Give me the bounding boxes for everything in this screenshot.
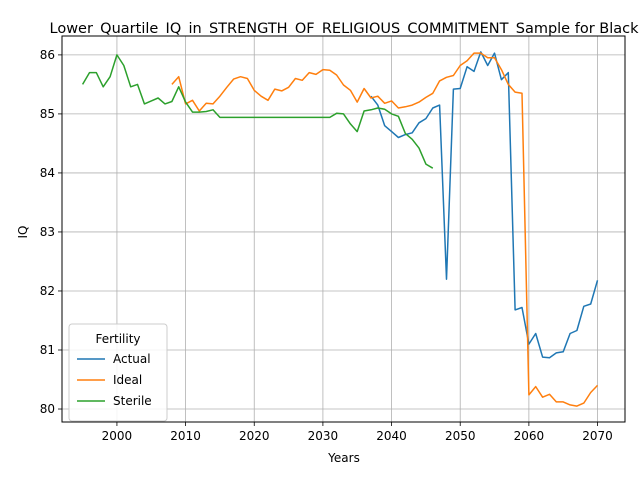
legend-box [68, 323, 168, 422]
legend-title: Fertility [95, 332, 140, 346]
x-tick-label: 2030 [308, 429, 339, 443]
x-tick-label: 2000 [102, 429, 133, 443]
x-tick-label: 2010 [170, 429, 201, 443]
y-axis-label: IQ [16, 226, 30, 239]
series-line-sterile [81, 54, 434, 169]
x-tick-label: 2050 [445, 429, 476, 443]
x-tick-label: 2060 [514, 429, 545, 443]
x-tick-label: 2040 [376, 429, 407, 443]
series-line-actual [370, 51, 599, 359]
series-layer [81, 51, 599, 407]
y-tick-label: 85 [40, 107, 55, 121]
x-tick-label: 2020 [239, 429, 270, 443]
legend-label-ideal: Ideal [113, 373, 142, 387]
y-tick-label: 82 [40, 284, 55, 298]
series-line-ideal [171, 52, 599, 407]
y-tick-label: 80 [40, 402, 55, 416]
y-tick-label: 84 [40, 166, 55, 180]
legend: Fertility Actual Ideal Sterile [68, 323, 168, 422]
chart-title: Lower_Quartile_IQ_in_STRENGTH_OF_RELIGIO… [50, 21, 640, 37]
y-tick-label: 86 [40, 48, 55, 62]
legend-label-actual: Actual [113, 352, 151, 366]
y-axis-ticks: 80 81 82 83 84 85 86 [40, 48, 62, 416]
plot-frame [61, 35, 626, 423]
legend-label-sterile: Sterile [113, 394, 152, 408]
x-tick-label: 2070 [582, 429, 613, 443]
x-axis-label: Years [327, 451, 360, 465]
x-axis-ticks: 2000 2010 2020 2030 2040 2050 2060 2070 [102, 422, 613, 443]
y-tick-label: 83 [40, 225, 55, 239]
y-tick-label: 81 [40, 343, 55, 357]
